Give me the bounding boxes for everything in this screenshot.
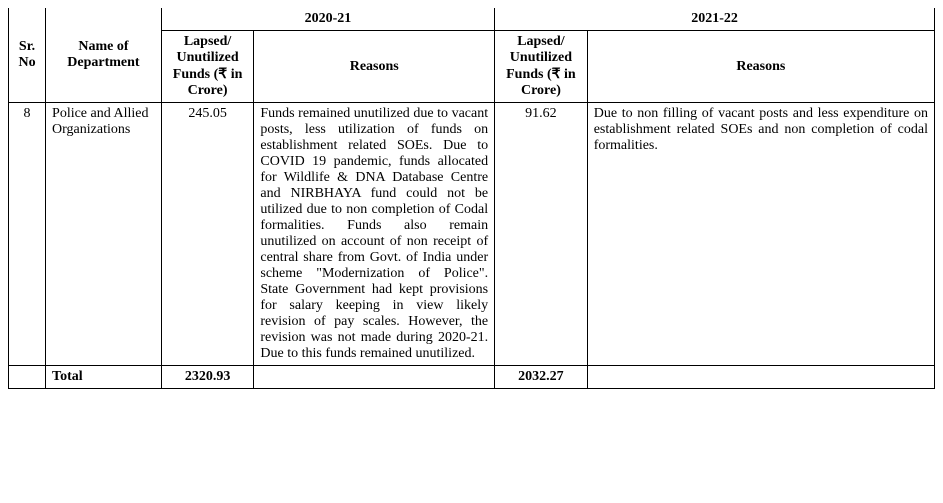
total-reason-y2 [587, 366, 934, 389]
cell-dept: Police and Allied Organizations [46, 103, 162, 366]
cell-reason-y1: Funds remained unutilized due to vacant … [254, 103, 495, 366]
total-blank [9, 366, 46, 389]
cell-reason-y2: Due to non filling of vacant posts and l… [587, 103, 934, 366]
cell-sr: 8 [9, 103, 46, 366]
header-reasons-y2: Reasons [587, 31, 934, 103]
cell-fund-y2: 91.62 [495, 103, 588, 366]
total-fund-y2: 2032.27 [495, 366, 588, 389]
header-dept: Name of Department [46, 8, 162, 103]
header-year2: 2021-22 [495, 8, 935, 31]
total-label: Total [46, 366, 162, 389]
table-row: 8 Police and Allied Organizations 245.05… [9, 103, 935, 366]
header-reasons-y1: Reasons [254, 31, 495, 103]
header-year1: 2020-21 [161, 8, 494, 31]
cell-fund-y1: 245.05 [161, 103, 254, 366]
header-sr: Sr. No [9, 8, 46, 103]
funds-table: Sr. No Name of Department 2020-21 2021-2… [8, 8, 935, 389]
header-funds-y2: Lapsed/ Unutilized Funds (₹ in Crore) [495, 31, 588, 103]
header-funds-y1: Lapsed/ Unutilized Funds (₹ in Crore) [161, 31, 254, 103]
total-fund-y1: 2320.93 [161, 366, 254, 389]
total-row: Total 2320.93 2032.27 [9, 366, 935, 389]
total-reason-y1 [254, 366, 495, 389]
